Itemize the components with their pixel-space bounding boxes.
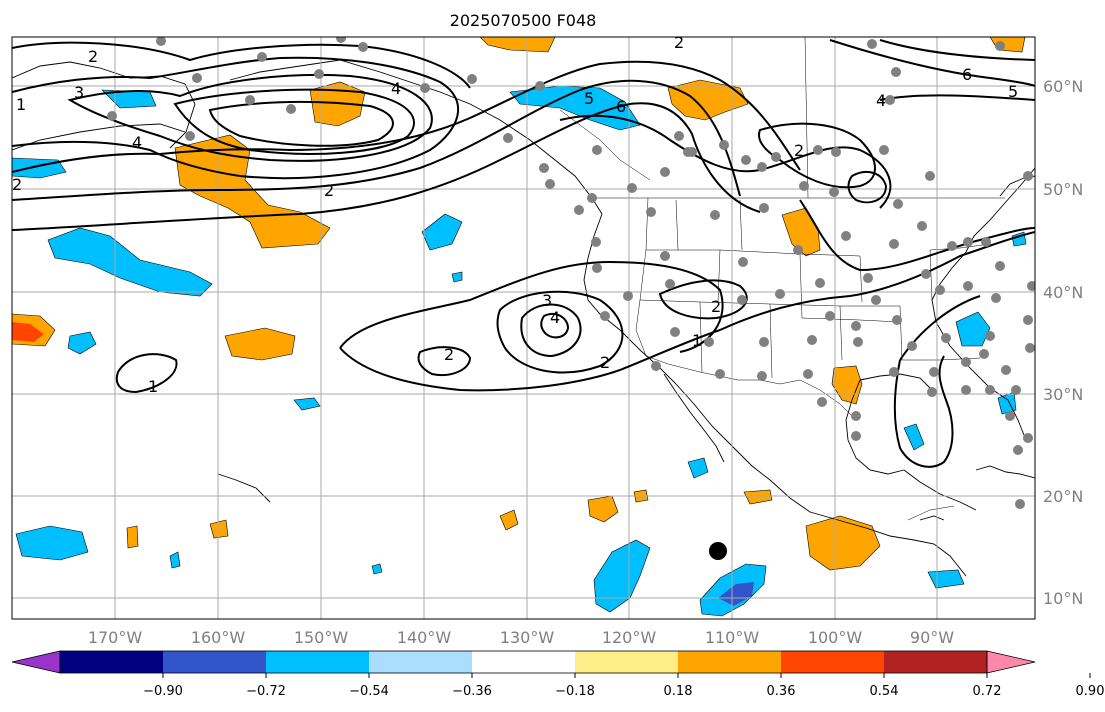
negative-anomaly-region [67, 331, 97, 355]
colorbar-tick-label: −0.72 [246, 684, 286, 699]
contour-label: 4 [550, 308, 560, 327]
contour-label: 4 [391, 79, 401, 98]
contour-label: 2 [12, 175, 22, 194]
contour-labels: 2 3 4 2 4 5 6 2 6 4 5 2 2 3 4 2 2 1 1 2 [12, 33, 1018, 396]
lat-label: 30°N [1043, 385, 1083, 404]
lon-label: 130°W [500, 628, 555, 647]
colorbar-tick-label: −0.18 [555, 684, 595, 699]
colorbar-tick-label: 0.90 [1076, 684, 1105, 699]
lon-label: 90°W [910, 628, 954, 647]
contour-lines [12, 39, 1035, 468]
highlight-marker [709, 542, 727, 560]
colorbar-swatch [472, 651, 576, 673]
contour-label: 2 [444, 345, 454, 364]
positive-anomaly-region [667, 79, 749, 121]
contour-label: 1 [148, 377, 158, 396]
contour-label: 2 [324, 181, 334, 200]
negative-anomaly-region [15, 525, 89, 561]
colorbar-tick-label: 0.36 [767, 684, 796, 699]
lat-label: 20°N [1043, 487, 1083, 506]
negative-anomaly-region [903, 423, 925, 451]
contour-label: 5 [1008, 82, 1018, 101]
negative-anomaly-region [47, 227, 213, 297]
colorbar: −0.90 −0.72 −0.54 −0.36 −0.18 0.18 0.36 0.54 0.7… [11, 650, 1104, 699]
colorbar-swatch [884, 651, 988, 673]
colorbar-extend-high [986, 650, 1036, 674]
lat-label: 10°N [1043, 589, 1083, 608]
colorbar-swatch [266, 651, 370, 673]
colorbar-swatch [575, 651, 679, 673]
positive-anomaly-region [209, 519, 229, 539]
colorbar-swatches [11, 650, 1036, 674]
contour-label: 2 [674, 33, 684, 52]
positive-anomaly-region [126, 525, 139, 549]
colorbar-swatch [781, 651, 885, 673]
longitude-labels: 170°W 160°W 150°W 140°W 130°W 120°W 110°… [88, 628, 954, 647]
contour-label: 2 [88, 47, 98, 66]
contour-label: 6 [616, 97, 626, 116]
lon-label: 110°W [705, 628, 760, 647]
colorbar-tick-label: −0.90 [143, 684, 183, 699]
positive-anomaly-region [224, 327, 296, 361]
strong-positive-anomaly-region [12, 322, 44, 342]
lon-label: 170°W [88, 628, 143, 647]
colorbar-swatch [369, 651, 473, 673]
lon-label: 150°W [294, 628, 349, 647]
contour-label: 3 [542, 291, 552, 310]
negative-anomaly-region [687, 457, 709, 479]
map-panel: 2 3 4 2 4 5 6 2 6 4 5 2 2 3 4 2 2 1 1 2 [11, 33, 1036, 620]
contour-label: 2 [711, 297, 721, 316]
strong-negative-anomaly-region [718, 582, 754, 606]
contour-label: 2 [794, 141, 804, 160]
contour-label: 5 [584, 89, 594, 108]
colorbar-tick-label: −0.54 [349, 684, 389, 699]
colorbar-swatch [163, 651, 267, 673]
colorbar-swatch [678, 651, 782, 673]
lon-label: 100°W [808, 628, 863, 647]
lon-label: 140°W [397, 628, 452, 647]
contour-label: 6 [962, 65, 972, 84]
colorbar-frame [59, 650, 988, 674]
colorbar-tick-label: 0.54 [870, 684, 899, 699]
colorbar-tick-label: −0.36 [452, 684, 492, 699]
positive-anomaly-region [479, 37, 556, 53]
colorbar-ticks: −0.90 −0.72 −0.54 −0.36 −0.18 0.18 0.36 0.54 0.7… [143, 673, 1104, 699]
lat-label: 60°N [1043, 77, 1083, 96]
positive-anomaly-region [743, 489, 773, 505]
negative-anomaly-region [421, 213, 463, 251]
lat-label: 50°N [1043, 180, 1083, 199]
negative-anomaly-region [293, 397, 321, 411]
contour-label: 4 [876, 91, 886, 110]
map-title: 2025070500 F048 [450, 11, 597, 30]
negative-anomaly-region [371, 563, 383, 575]
contour-label: 1 [692, 331, 702, 350]
latitude-labels: 60°N 50°N 40°N 30°N 20°N 10°N [1043, 77, 1083, 608]
station-markers [107, 37, 1035, 509]
colorbar-swatch [60, 651, 164, 673]
lon-label: 120°W [602, 628, 657, 647]
positive-anomaly-region [499, 509, 519, 531]
colorbar-tick-label: 0.72 [973, 684, 1002, 699]
colorbar-extend-low [11, 650, 61, 674]
negative-anomaly-region [169, 551, 181, 569]
negative-anomaly-region [451, 271, 463, 283]
contour-label: 1 [16, 95, 26, 114]
negative-anomaly-region [593, 539, 651, 613]
positive-anomaly-region [805, 515, 881, 571]
contour-label: 2 [600, 353, 610, 372]
lat-label: 40°N [1043, 283, 1083, 302]
graticule [12, 37, 1035, 619]
lon-label: 160°W [191, 628, 246, 647]
negative-anomaly-region [509, 85, 641, 131]
anomaly-shading [12, 37, 1027, 617]
contour-label: 3 [74, 83, 84, 102]
positive-anomaly-region [174, 134, 331, 249]
colorbar-tick-label: 0.18 [664, 684, 693, 699]
contour-label: 4 [132, 133, 142, 152]
positive-anomaly-region [587, 495, 619, 523]
